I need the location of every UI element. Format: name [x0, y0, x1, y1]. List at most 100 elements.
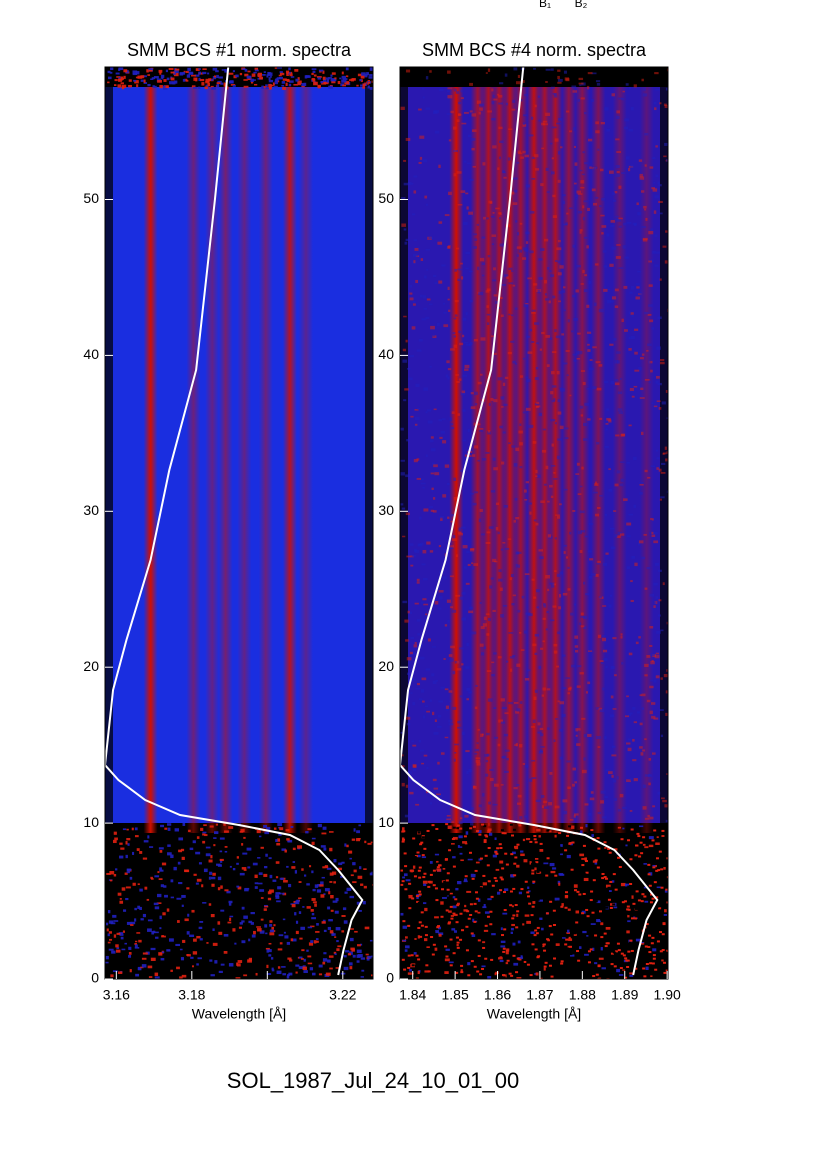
noise: [357, 875, 363, 879]
noise: [473, 338, 478, 342]
noise: [196, 935, 201, 939]
noise: [126, 871, 130, 874]
noise: [325, 77, 330, 80]
noise: [582, 205, 585, 209]
noise: [485, 452, 490, 454]
noise: [215, 823, 219, 826]
noise: [500, 878, 504, 881]
noise: [240, 828, 245, 833]
noise: [545, 854, 549, 857]
noise: [411, 963, 416, 965]
noise: [409, 292, 413, 295]
noise: [140, 918, 144, 921]
noise: [107, 941, 111, 944]
noise: [517, 564, 521, 568]
noise: [458, 835, 463, 839]
noise: [456, 119, 460, 123]
noise: [514, 916, 518, 919]
noise: [540, 795, 545, 798]
frame: [104, 66, 374, 980]
noise: [446, 599, 451, 603]
noise: [577, 530, 583, 535]
noise: [550, 391, 554, 395]
noise: [577, 193, 583, 195]
noise: [134, 80, 139, 84]
noise: [644, 945, 648, 948]
noise: [438, 700, 444, 703]
noise: [341, 71, 344, 75]
noise: [495, 207, 500, 210]
noise: [445, 879, 449, 882]
spectral-line: [282, 87, 297, 833]
noise: [450, 645, 455, 649]
noise: [440, 686, 445, 689]
noise: [504, 749, 510, 752]
noise: [409, 297, 414, 301]
noise: [604, 446, 609, 448]
noise: [529, 861, 532, 865]
noise: [510, 874, 515, 878]
noise: [548, 925, 552, 928]
noise: [230, 84, 236, 86]
noise: [566, 931, 570, 934]
noise: [583, 757, 586, 761]
noise: [580, 616, 585, 618]
noise: [568, 842, 572, 845]
noise: [609, 906, 613, 909]
noise: [456, 247, 460, 250]
noise: [403, 873, 408, 877]
noise: [163, 885, 167, 888]
noise: [472, 786, 477, 790]
noise: [610, 665, 615, 670]
noise: [413, 190, 417, 194]
noise: [520, 888, 524, 891]
noise: [468, 851, 472, 854]
noise: [278, 934, 284, 937]
noise: [156, 893, 162, 898]
noise: [334, 953, 337, 956]
noise: [458, 532, 463, 536]
noise: [512, 654, 516, 657]
noise: [654, 234, 658, 237]
noise: [548, 964, 552, 967]
noise: [559, 594, 562, 598]
noise: [500, 940, 506, 943]
noise: [562, 687, 567, 690]
noise: [624, 256, 629, 259]
noise: [644, 900, 649, 903]
noise: [440, 752, 445, 755]
noise: [526, 895, 530, 898]
noise: [591, 188, 596, 192]
noise: [445, 705, 450, 709]
noise: [616, 942, 620, 945]
noise: [649, 166, 654, 169]
noise: [503, 505, 508, 508]
noise: [534, 867, 537, 871]
noise: [587, 349, 591, 352]
noise: [269, 76, 272, 78]
noise: [632, 927, 636, 930]
noise: [417, 927, 421, 930]
noise: [520, 156, 525, 159]
noise: [487, 698, 493, 702]
noise: [340, 875, 343, 878]
noise: [469, 548, 475, 552]
noise: [193, 873, 197, 876]
noise: [120, 82, 124, 85]
noise: [179, 948, 183, 951]
noise: [623, 285, 628, 289]
noise: [219, 837, 225, 840]
noise: [341, 915, 346, 917]
noise: [202, 833, 206, 836]
noise: [421, 87, 425, 90]
noise: [457, 413, 461, 416]
y-tick-label: 10: [378, 814, 394, 830]
noise: [406, 657, 412, 661]
noise: [657, 316, 662, 320]
noise: [481, 236, 486, 239]
noise: [600, 918, 604, 921]
noise: [149, 846, 154, 848]
noise: [121, 85, 125, 90]
noise: [524, 154, 529, 158]
noise: [482, 623, 488, 627]
